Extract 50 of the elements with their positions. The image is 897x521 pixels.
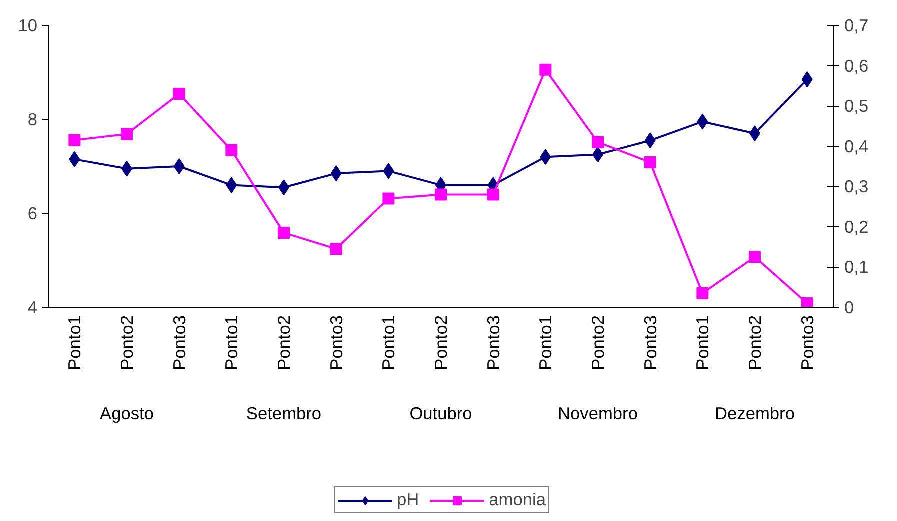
x-tick-label: Ponto3 — [326, 316, 346, 370]
x-tick-label: Ponto2 — [274, 316, 294, 370]
point — [592, 136, 604, 148]
text: Agosto — [100, 404, 154, 424]
x-tick-label: Ponto2 — [745, 316, 765, 370]
point — [173, 88, 186, 100]
x-tick-label: Ponto3 — [169, 316, 190, 370]
y2-tick-label: 0,2 — [844, 216, 869, 237]
x-tick-label: Ponto2 — [588, 316, 608, 370]
point — [801, 297, 814, 308]
y2-tick-label: 0,3 — [844, 176, 869, 197]
text: Outubro — [410, 404, 472, 424]
x-tick-label: Ponto1 — [64, 316, 85, 370]
y2-tick-label: 0,4 — [844, 136, 869, 156]
point — [121, 128, 133, 140]
point — [382, 192, 395, 205]
y2-tick-label: 0,1 — [844, 257, 869, 278]
point — [644, 156, 656, 168]
text: Novembro — [558, 404, 638, 424]
point — [749, 251, 761, 264]
point — [68, 134, 81, 146]
x-tick-label: Ponto3 — [640, 316, 660, 370]
point — [487, 188, 500, 201]
point — [174, 158, 185, 174]
y2-tick-label: 0 — [844, 298, 854, 318]
y2-tick-label: 0,7 — [844, 16, 869, 36]
point — [696, 287, 709, 300]
legend-label: pH — [397, 490, 420, 510]
x-tick-label: Ponto1 — [536, 316, 556, 370]
x-tick-label: Ponto1 — [692, 316, 713, 370]
y-tick-label: 8 — [28, 110, 38, 130]
legend-label: amonia — [489, 490, 546, 510]
x-tick-label: Ponto1 — [378, 316, 399, 370]
x-tick-label: Ponto3 — [483, 316, 504, 370]
y-tick-label: 6 — [28, 204, 38, 224]
x-tick-label: Ponto1 — [222, 316, 242, 370]
point — [540, 64, 552, 76]
text: Dezembro — [715, 404, 795, 424]
y-tick-label: 4 — [28, 298, 38, 318]
text: Setembro — [246, 404, 322, 424]
y2-tick-label: 0,6 — [844, 56, 869, 76]
y-tick-label: 10 — [18, 16, 38, 36]
y2-tick-label: 0,5 — [844, 96, 869, 116]
x-tick-label: Ponto3 — [797, 316, 818, 370]
x-tick-label: Ponto2 — [431, 316, 451, 370]
point — [278, 226, 290, 239]
point — [330, 243, 342, 256]
point — [226, 144, 238, 156]
x-tick-label: Ponto2 — [117, 316, 137, 370]
point — [435, 188, 447, 201]
